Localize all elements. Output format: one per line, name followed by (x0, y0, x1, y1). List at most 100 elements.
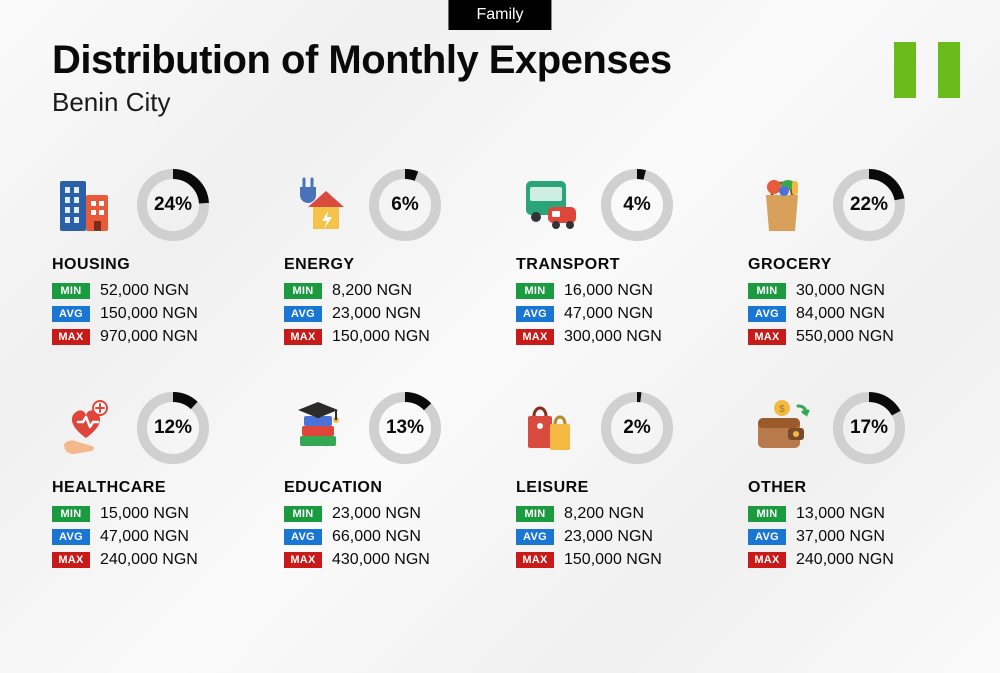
plug-house-icon (284, 171, 352, 239)
pct-value: 12% (136, 391, 210, 465)
min-badge: MIN (516, 283, 554, 299)
min-value: 30,000 NGN (796, 282, 885, 300)
pct-donut: 13% (368, 391, 442, 465)
pct-value: 6% (368, 168, 442, 242)
pct-value: 24% (136, 168, 210, 242)
max-badge: MAX (748, 329, 786, 345)
max-row: MAX 550,000 NGN (748, 328, 960, 346)
min-value: 23,000 NGN (332, 505, 421, 523)
avg-badge: AVG (748, 306, 786, 322)
min-badge: MIN (284, 283, 322, 299)
avg-row: AVG 47,000 NGN (516, 305, 728, 323)
page-title: Distribution of Monthly Expenses (52, 38, 672, 83)
min-value: 16,000 NGN (564, 282, 653, 300)
category-card-other: $ 17% OTHER MIN 13,000 NGN AVG 37,000 NG… (748, 391, 960, 574)
flag-icon (894, 42, 960, 98)
max-row: MAX 240,000 NGN (52, 551, 264, 569)
avg-value: 66,000 NGN (332, 528, 421, 546)
pct-value: 22% (832, 168, 906, 242)
category-card-energy: 6% ENERGY MIN 8,200 NGN AVG 23,000 NGN M… (284, 168, 496, 351)
max-badge: MAX (516, 329, 554, 345)
avg-value: 37,000 NGN (796, 528, 885, 546)
max-badge: MAX (284, 329, 322, 345)
card-header: 2% (516, 391, 728, 465)
heart-hand-icon (52, 394, 120, 462)
card-header: $ 17% (748, 391, 960, 465)
avg-badge: AVG (516, 306, 554, 322)
avg-value: 23,000 NGN (332, 305, 421, 323)
category-card-healthcare: 12% HEALTHCARE MIN 15,000 NGN AVG 47,000… (52, 391, 264, 574)
max-value: 240,000 NGN (796, 551, 894, 569)
min-row: MIN 8,200 NGN (516, 505, 728, 523)
min-badge: MIN (516, 506, 554, 522)
max-row: MAX 240,000 NGN (748, 551, 960, 569)
shopping-bags-icon (516, 394, 584, 462)
min-value: 15,000 NGN (100, 505, 189, 523)
pct-donut: 22% (832, 168, 906, 242)
category-name: TRANSPORT (516, 256, 728, 274)
tag-badge: Family (448, 0, 551, 30)
min-row: MIN 23,000 NGN (284, 505, 496, 523)
min-row: MIN 52,000 NGN (52, 282, 264, 300)
avg-row: AVG 47,000 NGN (52, 528, 264, 546)
avg-badge: AVG (748, 529, 786, 545)
avg-row: AVG 66,000 NGN (284, 528, 496, 546)
category-name: HEALTHCARE (52, 479, 264, 497)
max-value: 970,000 NGN (100, 328, 198, 346)
max-row: MAX 970,000 NGN (52, 328, 264, 346)
bus-car-icon (516, 171, 584, 239)
avg-row: AVG 37,000 NGN (748, 528, 960, 546)
max-value: 430,000 NGN (332, 551, 430, 569)
grocery-bag-icon (748, 171, 816, 239)
min-badge: MIN (748, 283, 786, 299)
pct-donut: 24% (136, 168, 210, 242)
min-row: MIN 16,000 NGN (516, 282, 728, 300)
flag-bar-left (894, 42, 916, 98)
category-card-housing: 24% HOUSING MIN 52,000 NGN AVG 150,000 N… (52, 168, 264, 351)
avg-badge: AVG (52, 529, 90, 545)
pct-value: 4% (600, 168, 674, 242)
avg-row: AVG 23,000 NGN (284, 305, 496, 323)
pct-donut: 2% (600, 391, 674, 465)
card-header: 24% (52, 168, 264, 242)
max-badge: MAX (52, 552, 90, 568)
flag-bar-right (938, 42, 960, 98)
max-value: 300,000 NGN (564, 328, 662, 346)
min-value: 52,000 NGN (100, 282, 189, 300)
grad-books-icon (284, 394, 352, 462)
avg-value: 23,000 NGN (564, 528, 653, 546)
max-value: 550,000 NGN (796, 328, 894, 346)
min-row: MIN 8,200 NGN (284, 282, 496, 300)
category-card-leisure: 2% LEISURE MIN 8,200 NGN AVG 23,000 NGN … (516, 391, 728, 574)
category-name: OTHER (748, 479, 960, 497)
category-name: ENERGY (284, 256, 496, 274)
header: Distribution of Monthly Expenses Benin C… (52, 38, 672, 118)
max-value: 240,000 NGN (100, 551, 198, 569)
wallet-icon: $ (748, 394, 816, 462)
avg-value: 47,000 NGN (100, 528, 189, 546)
max-row: MAX 300,000 NGN (516, 328, 728, 346)
page-subtitle: Benin City (52, 87, 672, 118)
min-value: 13,000 NGN (796, 505, 885, 523)
pct-donut: 12% (136, 391, 210, 465)
min-badge: MIN (52, 283, 90, 299)
avg-value: 47,000 NGN (564, 305, 653, 323)
avg-value: 150,000 NGN (100, 305, 198, 323)
max-value: 150,000 NGN (332, 328, 430, 346)
card-header: 4% (516, 168, 728, 242)
buildings-icon (52, 171, 120, 239)
category-name: HOUSING (52, 256, 264, 274)
pct-donut: 4% (600, 168, 674, 242)
card-header: 6% (284, 168, 496, 242)
min-value: 8,200 NGN (564, 505, 644, 523)
avg-badge: AVG (52, 306, 90, 322)
min-row: MIN 13,000 NGN (748, 505, 960, 523)
category-card-education: 13% EDUCATION MIN 23,000 NGN AVG 66,000 … (284, 391, 496, 574)
card-header: 22% (748, 168, 960, 242)
svg-text:$: $ (779, 404, 785, 415)
max-row: MAX 150,000 NGN (516, 551, 728, 569)
avg-row: AVG 84,000 NGN (748, 305, 960, 323)
min-value: 8,200 NGN (332, 282, 412, 300)
avg-badge: AVG (284, 529, 322, 545)
category-name: LEISURE (516, 479, 728, 497)
